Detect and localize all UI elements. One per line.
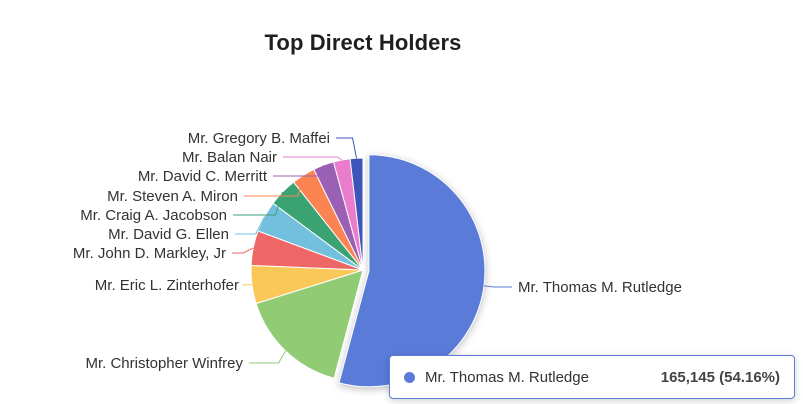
chart-tooltip: Mr. Thomas M. Rutledge 165,145 (54.16%) [389, 355, 795, 399]
tooltip-series-dot [404, 371, 415, 383]
slice-label: Mr. David G. Ellen [108, 226, 229, 243]
label-leader-line [235, 216, 265, 235]
chart-title: Top Direct Holders [264, 30, 462, 55]
label-leader-line [336, 137, 358, 159]
tooltip-value: 165,145 (54.16%) [660, 368, 780, 386]
slice-label: Mr. David C. Merritt [138, 168, 268, 185]
label-leader-line [483, 285, 512, 288]
slice-label: Mr. Craig A. Jacobson [80, 207, 227, 224]
label-leader-line [249, 350, 286, 364]
label-leader-line [273, 165, 324, 177]
slice-label: Mr. Eric L. Zinterhofer [95, 277, 239, 294]
pie-slice[interactable] [255, 269, 364, 379]
slice-label: Mr. Balan Nair [182, 149, 277, 166]
tooltip-name: Mr. Thomas M. Rutledge [425, 368, 589, 386]
label-leader-line [283, 156, 343, 161]
slice-label: Mr. Christopher Winfrey [85, 355, 243, 372]
slice-label: Mr. Thomas M. Rutledge [518, 279, 682, 296]
label-leader-line [233, 191, 284, 216]
label-leader-line [244, 175, 304, 197]
slice-label: Mr. John D. Markley, Jr [73, 245, 226, 262]
slice-label: Mr. Steven A. Miron [107, 188, 238, 205]
pie-slice[interactable] [349, 157, 364, 271]
slice-label: Mr. Gregory B. Maffei [188, 130, 330, 147]
label-leader-line [232, 247, 254, 254]
